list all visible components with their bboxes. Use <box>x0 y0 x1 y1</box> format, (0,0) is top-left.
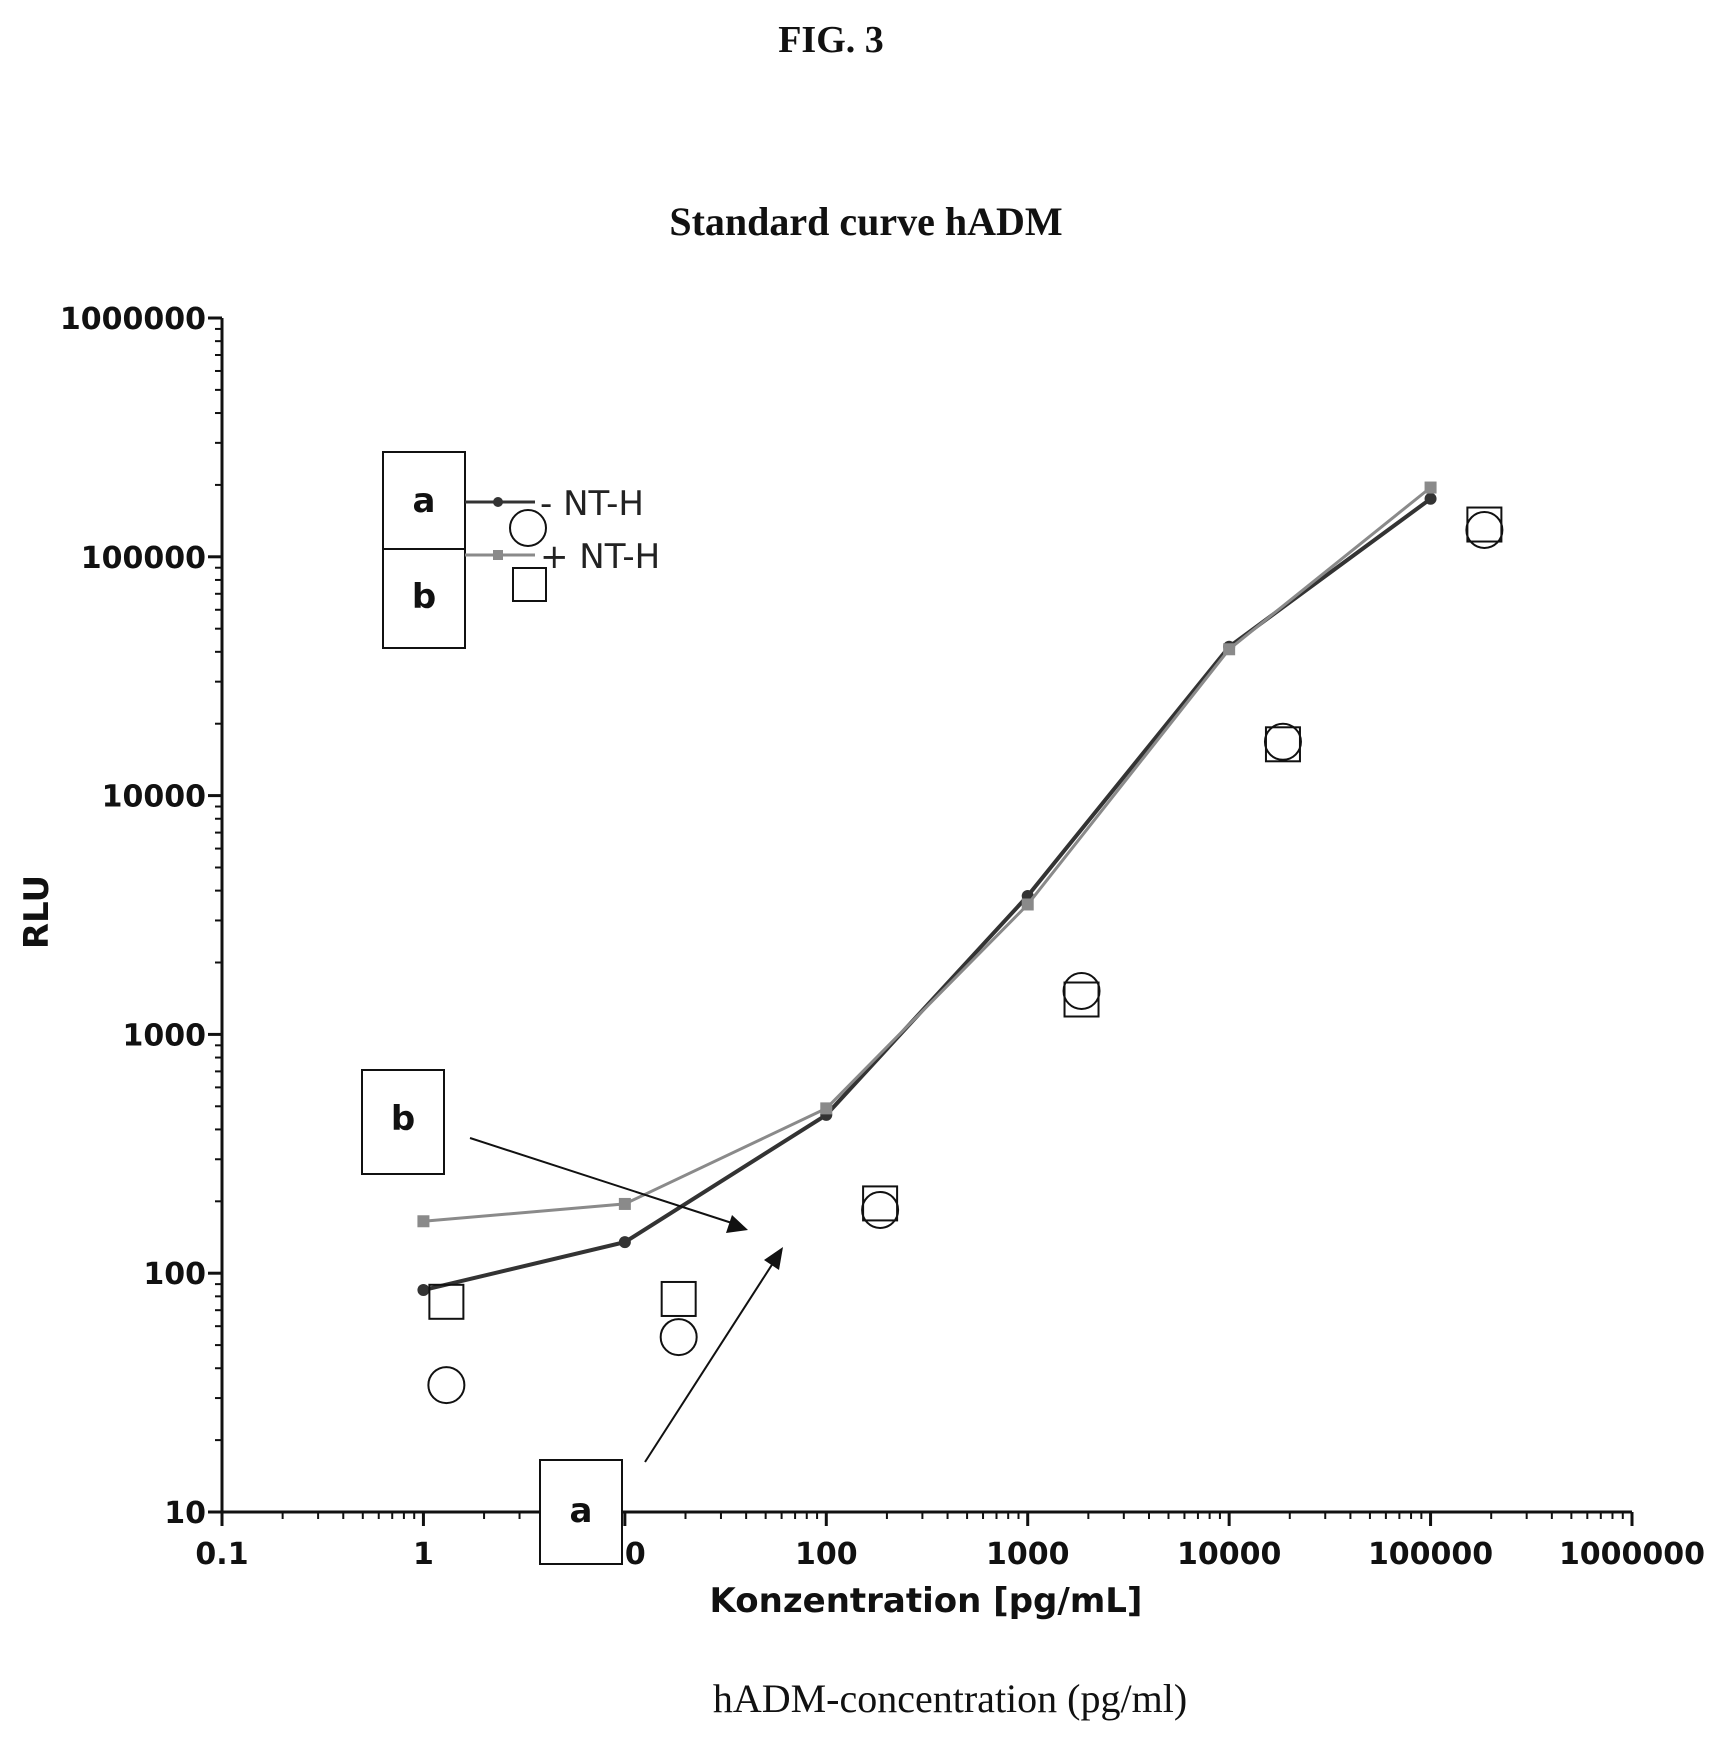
open-circle-marker <box>427 1366 466 1405</box>
data-point-plus-nth <box>417 1215 430 1228</box>
y-axis-ticks: 10 100 1000 10000 100000 1000000 <box>60 302 222 1531</box>
series-layer <box>417 481 1437 1297</box>
chart-title: Standard curve hADM <box>669 199 1062 244</box>
legend-open-circle <box>509 509 547 547</box>
data-point-plus-nth <box>820 1102 833 1115</box>
legend: a b - NT-H + NT-H <box>382 451 660 649</box>
legend-marker-plus-nth <box>493 550 503 560</box>
data-point-plus-nth <box>1223 643 1236 656</box>
series-line-plus-nth <box>423 486 1432 1223</box>
open-square-marker <box>1466 506 1503 543</box>
annotation-b-box <box>361 1069 445 1175</box>
x-tick-label: 1000 <box>986 1537 1070 1572</box>
y-tick-label: 100 <box>143 1257 206 1292</box>
x-tick-label: 10000 <box>1177 1537 1281 1572</box>
annotation-b: b <box>361 1069 748 1233</box>
y-tick-label: 1000000 <box>60 302 206 337</box>
open-circle-marker <box>861 1190 900 1229</box>
x-tick-label: 1 <box>413 1537 434 1572</box>
annotation-b-label: b <box>391 1099 415 1139</box>
legend-marker-minus-nth <box>493 497 503 507</box>
y-tick-label: 10 <box>164 1496 206 1531</box>
data-point-plus-nth <box>1424 481 1437 494</box>
data-point-plus-nth <box>618 1197 631 1210</box>
annotation-a-arrow <box>644 1259 776 1463</box>
data-point-plus-nth <box>1021 898 1034 911</box>
annotation-a-label: a <box>570 1491 593 1531</box>
open-circle-marker <box>1263 722 1302 761</box>
open-square-marker <box>428 1283 465 1320</box>
x-tick-label: 0.1 <box>195 1537 248 1572</box>
data-point-minus-nth <box>618 1236 631 1249</box>
legend-open-square <box>512 567 547 602</box>
legend-entry-plus-nth: + NT-H <box>540 537 660 577</box>
data-point-minus-nth <box>417 1284 430 1297</box>
open-circle-marker <box>1465 510 1504 549</box>
open-square-marker <box>1264 726 1301 763</box>
open-square-marker <box>862 1185 899 1222</box>
y-tick-label: 1000 <box>123 1018 207 1053</box>
annotation-b-arrow <box>469 1137 736 1225</box>
annotation-b-arrowhead <box>726 1215 748 1233</box>
open-circle-marker <box>659 1318 698 1357</box>
y-tick-label: 100000 <box>81 541 206 576</box>
annotation-a-box <box>539 1459 623 1565</box>
legend-key-b: b <box>412 577 436 617</box>
y-axis-label: RLU <box>17 875 57 949</box>
annotation-a-arrowhead <box>764 1247 783 1270</box>
open-square-marker <box>660 1280 697 1317</box>
x-axis-label: Konzentration [pg/mL] <box>710 1581 1143 1621</box>
legend-key-a: a <box>413 481 436 521</box>
x-tick-label: 100 <box>795 1537 858 1572</box>
y-tick-label: 10000 <box>102 780 206 815</box>
scatter-layer <box>427 506 1504 1405</box>
bottom-caption: hADM-concentration (pg/ml) <box>713 1676 1187 1721</box>
x-tick-label: 100000 <box>1368 1537 1493 1572</box>
data-point-minus-nth <box>1424 492 1437 505</box>
figure-label: FIG. 3 <box>778 19 884 61</box>
axes <box>220 318 1632 1514</box>
legend-entry-minus-nth: - NT-H <box>540 484 644 524</box>
open-circle-marker <box>1062 971 1101 1010</box>
x-tick-label: 1000000 <box>1559 1537 1705 1572</box>
annotation-a: a <box>539 1247 783 1565</box>
open-square-marker <box>1063 981 1100 1018</box>
x-axis-ticks: 0.1 1 10 100 1000 10000 100000 1000000 <box>195 1512 1705 1572</box>
